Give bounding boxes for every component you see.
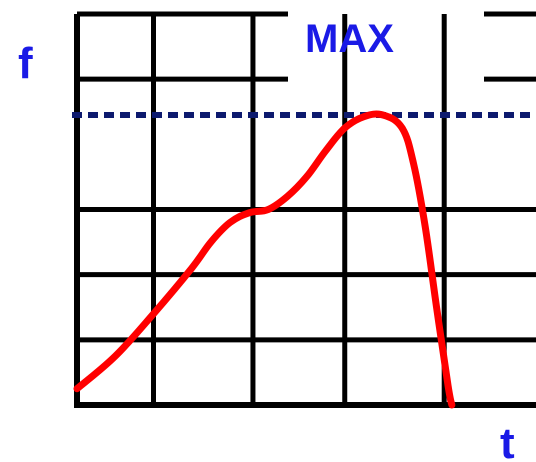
max-annotation: MAX (305, 17, 394, 61)
y-axis-label: f (18, 39, 33, 88)
grid (74, 11, 536, 408)
x-axis-label: t (500, 419, 515, 462)
series-line (73, 110, 456, 409)
